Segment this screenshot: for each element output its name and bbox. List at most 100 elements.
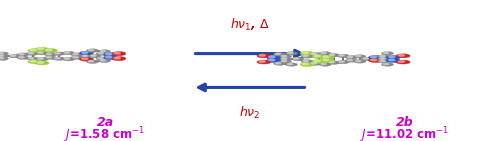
Circle shape: [384, 63, 388, 65]
Circle shape: [363, 58, 368, 59]
Circle shape: [17, 53, 29, 56]
Circle shape: [319, 63, 331, 66]
Circle shape: [276, 62, 280, 64]
Circle shape: [398, 54, 404, 56]
Circle shape: [80, 54, 92, 58]
Circle shape: [80, 57, 94, 61]
Circle shape: [44, 53, 56, 56]
Circle shape: [104, 56, 118, 60]
Circle shape: [302, 63, 308, 65]
Circle shape: [86, 49, 99, 52]
Circle shape: [0, 54, 8, 58]
Circle shape: [10, 55, 16, 56]
Circle shape: [328, 61, 340, 64]
Circle shape: [274, 53, 285, 56]
Circle shape: [382, 63, 394, 66]
Circle shape: [0, 57, 4, 59]
Circle shape: [282, 60, 286, 62]
Circle shape: [388, 59, 395, 61]
Text: 2b: 2b: [396, 116, 414, 129]
Circle shape: [276, 53, 280, 55]
Circle shape: [0, 57, 8, 60]
Circle shape: [328, 54, 340, 57]
Circle shape: [98, 52, 103, 54]
Circle shape: [89, 54, 101, 58]
Circle shape: [35, 61, 49, 65]
Circle shape: [114, 52, 120, 54]
Circle shape: [98, 50, 110, 53]
Circle shape: [310, 62, 322, 65]
Circle shape: [314, 60, 320, 62]
Circle shape: [35, 47, 49, 51]
Circle shape: [36, 58, 48, 61]
Circle shape: [30, 49, 36, 51]
Circle shape: [82, 55, 87, 56]
Circle shape: [312, 54, 326, 58]
Circle shape: [88, 60, 94, 62]
Text: $h\nu_1$, $\Delta$: $h\nu_1$, $\Delta$: [230, 17, 270, 33]
Circle shape: [321, 52, 326, 54]
Circle shape: [339, 61, 344, 62]
Circle shape: [319, 52, 331, 55]
Circle shape: [18, 57, 24, 58]
Circle shape: [361, 57, 373, 61]
Circle shape: [44, 56, 56, 59]
Circle shape: [106, 53, 112, 55]
Circle shape: [54, 52, 60, 54]
Circle shape: [62, 51, 74, 55]
Circle shape: [257, 60, 271, 64]
Circle shape: [36, 51, 48, 55]
Circle shape: [396, 60, 410, 64]
Text: $J$=1.58 cm$^{-1}$: $J$=1.58 cm$^{-1}$: [64, 125, 146, 141]
Circle shape: [28, 57, 34, 59]
Circle shape: [88, 49, 94, 51]
Circle shape: [80, 51, 94, 55]
Circle shape: [398, 61, 404, 62]
Circle shape: [46, 49, 52, 51]
Circle shape: [44, 49, 58, 52]
Circle shape: [378, 55, 390, 58]
Circle shape: [86, 60, 99, 63]
Circle shape: [314, 55, 320, 57]
Circle shape: [82, 58, 88, 60]
Circle shape: [62, 58, 74, 61]
Circle shape: [98, 59, 110, 62]
Circle shape: [312, 53, 316, 55]
Text: $h\nu_2$: $h\nu_2$: [239, 105, 261, 121]
Circle shape: [268, 56, 275, 58]
Circle shape: [38, 58, 44, 60]
Circle shape: [380, 60, 385, 62]
Circle shape: [303, 60, 308, 62]
Circle shape: [90, 55, 96, 56]
Circle shape: [294, 58, 298, 59]
Circle shape: [26, 52, 38, 55]
Circle shape: [259, 61, 266, 62]
Circle shape: [72, 53, 78, 55]
Circle shape: [386, 59, 400, 62]
Circle shape: [310, 53, 322, 56]
Circle shape: [356, 60, 361, 62]
Circle shape: [64, 58, 70, 60]
Circle shape: [112, 57, 126, 61]
Circle shape: [301, 60, 313, 63]
Circle shape: [0, 55, 4, 56]
Circle shape: [54, 57, 60, 59]
Circle shape: [280, 57, 291, 61]
Circle shape: [100, 60, 105, 61]
Circle shape: [0, 52, 4, 54]
Circle shape: [64, 52, 70, 53]
Circle shape: [106, 56, 112, 58]
Circle shape: [370, 56, 377, 58]
Circle shape: [71, 56, 83, 59]
Circle shape: [82, 52, 88, 53]
Circle shape: [28, 60, 42, 64]
Circle shape: [368, 55, 382, 59]
Circle shape: [322, 56, 329, 58]
Circle shape: [259, 54, 266, 56]
Circle shape: [378, 60, 390, 63]
Circle shape: [312, 62, 316, 64]
Circle shape: [28, 49, 42, 52]
Circle shape: [114, 57, 120, 59]
Circle shape: [312, 60, 326, 63]
Circle shape: [386, 55, 400, 59]
